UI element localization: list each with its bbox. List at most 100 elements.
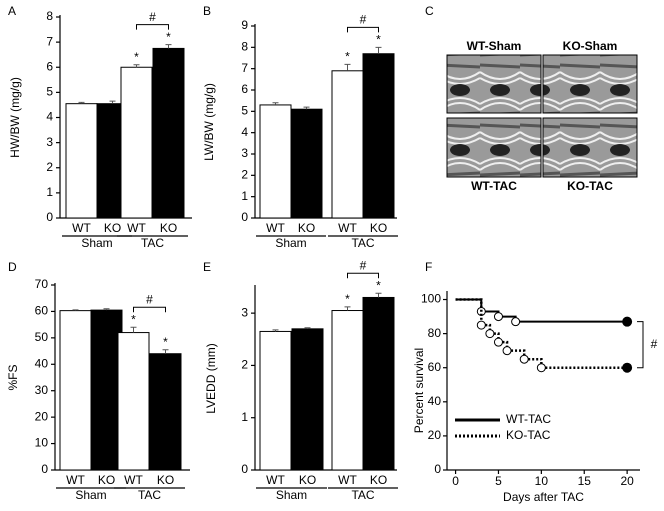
y-tick-label: 20 [428,428,442,442]
y-tick-label: 6 [241,82,248,96]
y-tick-label: 9 [241,18,248,32]
y-tick-label: 1 [46,185,53,199]
y-tick-label: 60 [35,304,49,318]
x-tick-label: KO [299,473,316,487]
survival-point [485,329,495,339]
error-bar [72,309,79,311]
error-bar [344,306,351,311]
panel-label: F [425,260,432,274]
y-tick-label: 4 [46,110,53,124]
survival-point [622,362,633,373]
x-tick-label: KO [98,473,115,487]
survival-step [507,349,526,360]
bar [65,103,98,219]
bracket [347,272,379,279]
bar [259,330,292,471]
x-tick-label: KO [160,221,177,235]
y-tick-label: 2 [241,358,248,372]
error-bar [103,308,110,311]
y-axis-label: LW/BW (mg/g) [202,83,216,161]
y-tick-label: 0 [241,462,248,476]
image-label: KO-TAC [567,179,613,193]
y-tick-label: 0 [434,462,441,476]
y-tick-label: 2 [241,168,248,182]
y-tick-label: 7 [241,61,248,75]
legend-label: KO-TAC [506,428,551,442]
y-tick-label: 0 [46,210,53,224]
bar [117,332,150,471]
error-bar [344,63,351,71]
y-axis-label: HW/BW (mg/g) [8,77,22,158]
y-tick-label: 0 [41,462,48,476]
error-bar [109,100,116,104]
x-tick-label: WT [266,221,285,235]
survival-point [476,320,486,330]
x-tick-label: KO [370,473,387,487]
significance: * [134,50,139,64]
echo-images [446,54,638,178]
error-bar [303,106,310,110]
error-bar [375,292,382,298]
y-tick-label: 4 [241,125,248,139]
y-axis-label: Percent survival [412,348,426,433]
significance: * [376,278,381,292]
survival-step [481,323,492,334]
survival-step [489,332,500,343]
x-tick-label: KO [104,221,121,235]
y-tick-label: 20 [35,409,49,423]
survival-point [511,317,521,327]
y-tick-label: 80 [428,326,442,340]
bracket [133,306,166,313]
y-tick-label: 1 [241,189,248,203]
y-tick-label: 40 [35,356,49,370]
echo-image [446,117,542,178]
survival-point [493,312,503,322]
bracket-label: # [360,13,367,27]
bracket [136,24,169,30]
error-bar [78,101,85,104]
survival-step [498,340,509,351]
bracket [637,321,644,369]
y-tick-label: 60 [428,360,442,374]
panel-label: B [203,4,211,18]
bracket-label: # [146,292,153,306]
bar [331,310,364,471]
x-tick-label: 5 [495,474,502,488]
error-bar [162,349,169,354]
x-tick-label: WT [66,473,85,487]
error-bar [304,327,311,329]
bar [259,104,292,219]
panel-label: A [8,4,16,18]
bar [90,309,123,471]
error-bar [375,46,382,54]
error-bar [130,326,137,333]
y-tick-label: 50 [35,330,49,344]
echo-image [542,54,638,114]
bar [152,47,185,219]
x-tick-label: WT [338,473,357,487]
x-axis-label: Days after TAC [503,490,584,504]
x-tick-label: WT [266,473,285,487]
echo-image [542,117,638,178]
x-tick-label: WT [72,221,91,235]
y-tick-label: 0 [241,210,248,224]
y-tick-label: 6 [46,59,53,73]
x-tick-label: WT [338,221,357,235]
error-bar [133,64,140,68]
y-tick-label: 8 [46,9,53,23]
group-label: Sham [75,488,106,502]
group-label: TAC [141,236,164,250]
bar [291,328,324,471]
x-tick-label: 10 [535,474,549,488]
y-tick-label: 1 [241,410,248,424]
group-label: TAC [138,488,161,502]
y-tick-label: 8 [241,40,248,54]
y-tick-label: 2 [46,160,53,174]
significance: * [345,292,350,306]
survival-step [524,357,543,368]
echo-image [446,54,542,114]
survival-point [493,337,503,347]
y-tick-label: 70 [35,277,49,291]
image-label: KO-Sham [563,39,618,53]
